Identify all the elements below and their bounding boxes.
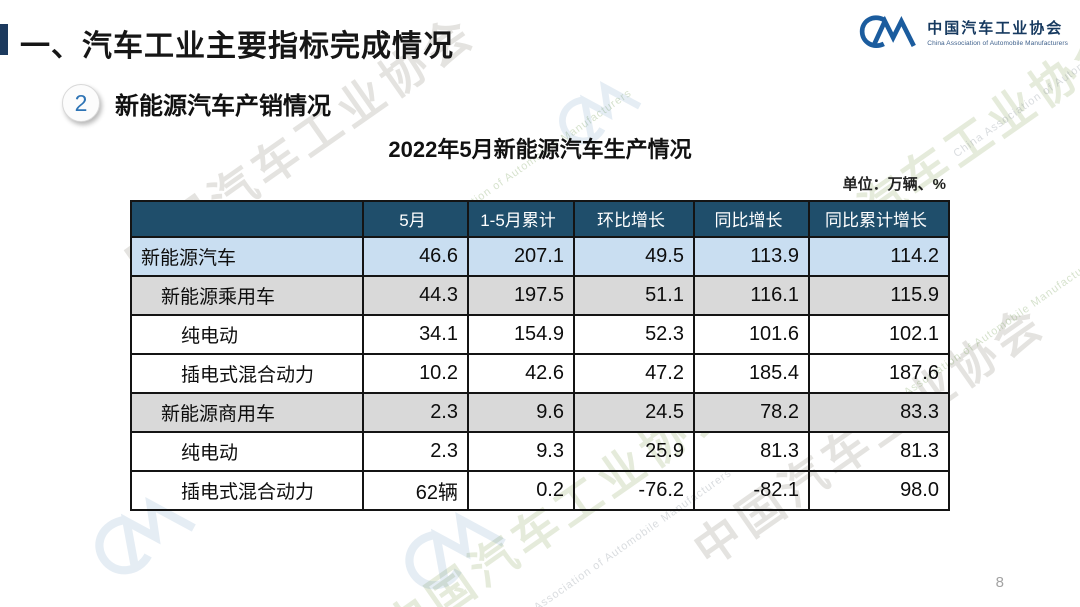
page-title: 一、汽车工业主要指标完成情况 — [20, 30, 454, 63]
table-cell: 42.6 — [467, 353, 575, 394]
table-cell: 116.1 — [693, 275, 810, 316]
caam-logo: 中国汽车工业协会 China Association of Automobile… — [858, 10, 1068, 54]
column-header: 1-5月累计 — [467, 200, 575, 238]
table-cell: 185.4 — [693, 353, 810, 394]
table-cell: 81.3 — [693, 431, 810, 472]
column-header: 5月 — [362, 200, 469, 238]
row-label: 插电式混合动力 — [130, 353, 364, 394]
table-cell: -76.2 — [573, 470, 695, 511]
table-cell: 34.1 — [362, 314, 469, 355]
logo-name-en: China Association of Automobile Manufact… — [927, 40, 1068, 47]
nev-production-table: 5月 1-5月累计 环比增长 同比增长 同比累计增长 新能源汽车 46.6 20… — [130, 200, 950, 511]
table-cell: 49.5 — [573, 236, 695, 277]
table-row: 纯电动 2.3 9.3 25.9 81.3 81.3 — [130, 431, 950, 472]
cm-logo-icon — [858, 10, 920, 54]
table-cell: 62辆 — [362, 470, 469, 511]
table-cell: -82.1 — [693, 470, 810, 511]
table-cell: 24.5 — [573, 392, 695, 433]
row-label: 新能源乘用车 — [130, 275, 364, 316]
table-cell: 78.2 — [693, 392, 810, 433]
table-cell: 2.3 — [362, 392, 469, 433]
title-accent-bar — [0, 24, 8, 55]
section-title: 新能源汽车产销情况 — [115, 92, 331, 120]
page-number: 8 — [995, 574, 1004, 591]
table-cell: 0.2 — [467, 470, 575, 511]
table-cell: 52.3 — [573, 314, 695, 355]
table-cell: 101.6 — [693, 314, 810, 355]
table-cell: 115.9 — [808, 275, 950, 316]
table-cell: 207.1 — [467, 236, 575, 277]
table-title: 2022年5月新能源汽车生产情况 — [388, 137, 692, 162]
unit-label: 单位：万辆、% — [842, 176, 946, 193]
table-cell: 154.9 — [467, 314, 575, 355]
table-cell: 113.9 — [693, 236, 810, 277]
table-cell: 114.2 — [808, 236, 950, 277]
table-cell: 2.3 — [362, 431, 469, 472]
table-cell: 9.6 — [467, 392, 575, 433]
table-cell: 81.3 — [808, 431, 950, 472]
row-label: 插电式混合动力 — [130, 470, 364, 511]
column-header: 环比增长 — [573, 200, 695, 238]
table-cell: 44.3 — [362, 275, 469, 316]
row-label: 新能源商用车 — [130, 392, 364, 433]
table-cell: 102.1 — [808, 314, 950, 355]
section-heading: 2 新能源汽车产销情况 — [62, 84, 331, 122]
section-number-badge: 2 — [62, 84, 100, 122]
table-cell: 46.6 — [362, 236, 469, 277]
table-row: 插电式混合动力 10.2 42.6 47.2 185.4 187.6 — [130, 353, 950, 394]
column-header: 同比增长 — [693, 200, 810, 238]
table-header-row: 5月 1-5月累计 环比增长 同比增长 同比累计增长 — [130, 200, 950, 238]
table-cell: 25.9 — [573, 431, 695, 472]
table-row: 新能源商用车 2.3 9.6 24.5 78.2 83.3 — [130, 392, 950, 433]
table-cell: 98.0 — [808, 470, 950, 511]
column-header — [130, 200, 364, 238]
logo-name-zh: 中国汽车工业协会 — [927, 20, 1064, 37]
row-label: 纯电动 — [130, 431, 364, 472]
table-row: 插电式混合动力 62辆 0.2 -76.2 -82.1 98.0 — [130, 470, 950, 511]
table-cell: 47.2 — [573, 353, 695, 394]
table-row: 新能源汽车 46.6 207.1 49.5 113.9 114.2 — [130, 236, 950, 277]
column-header: 同比累计增长 — [808, 200, 950, 238]
logo-text: 中国汽车工业协会 China Association of Automobile… — [927, 17, 1068, 47]
table-cell: 83.3 — [808, 392, 950, 433]
table-cell: 10.2 — [362, 353, 469, 394]
table-cell: 9.3 — [467, 431, 575, 472]
table-cell: 197.5 — [467, 275, 575, 316]
table-row: 纯电动 34.1 154.9 52.3 101.6 102.1 — [130, 314, 950, 355]
table-cell: 51.1 — [573, 275, 695, 316]
table-cell: 187.6 — [808, 353, 950, 394]
row-label: 新能源汽车 — [130, 236, 364, 277]
table-row: 新能源乘用车 44.3 197.5 51.1 116.1 115.9 — [130, 275, 950, 316]
row-label: 纯电动 — [130, 314, 364, 355]
